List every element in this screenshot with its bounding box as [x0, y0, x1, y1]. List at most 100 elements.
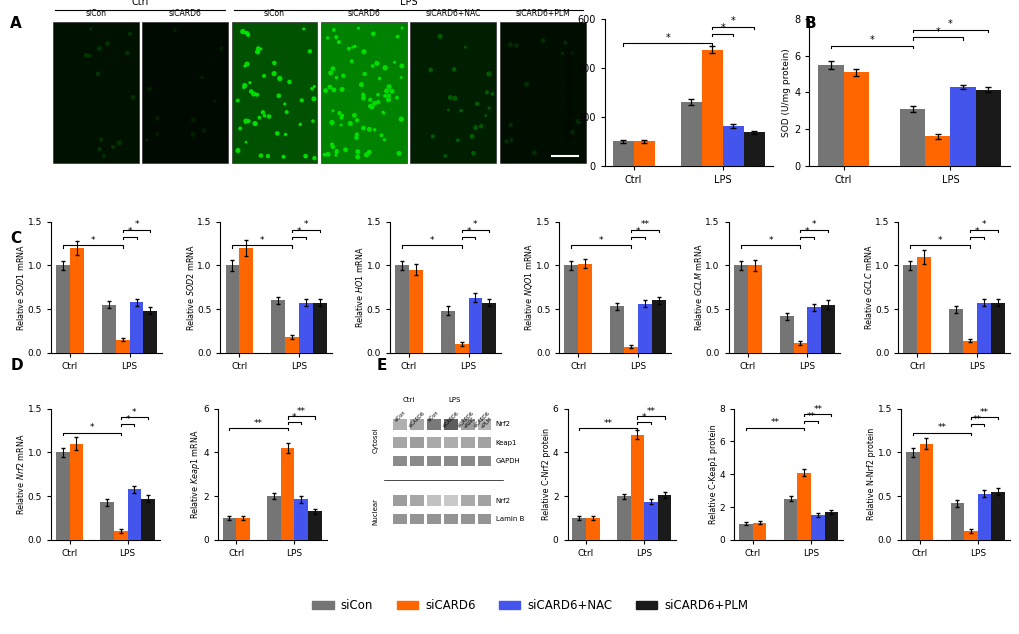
Point	[362, 94, 378, 105]
Point	[333, 84, 350, 94]
Point	[554, 48, 571, 58]
Point	[392, 72, 409, 82]
Y-axis label: Relative $\it{GCLM}$ mRNA: Relative $\it{GCLM}$ mRNA	[692, 243, 703, 331]
Point	[256, 71, 272, 81]
Point	[105, 142, 121, 152]
Bar	[477, 514, 491, 524]
Point	[358, 150, 374, 160]
Bar	[321, 22, 407, 163]
Point	[386, 57, 403, 67]
Point	[322, 68, 338, 78]
Bar	[443, 495, 458, 506]
Bar	[393, 495, 407, 506]
Bar	[637, 304, 651, 353]
Point	[357, 69, 373, 79]
Bar	[225, 265, 239, 353]
Point	[83, 24, 99, 34]
Point	[324, 117, 340, 127]
Bar	[499, 22, 585, 163]
Point	[243, 86, 259, 96]
Text: Keap1: Keap1	[495, 440, 517, 446]
Point	[184, 115, 201, 125]
Point	[350, 152, 366, 162]
Point	[237, 28, 254, 38]
Point	[480, 103, 496, 113]
Point	[328, 72, 344, 82]
Point	[368, 58, 384, 68]
Y-axis label: Relative $\it{Nrf2}$ mRNA: Relative $\it{Nrf2}$ mRNA	[15, 434, 26, 515]
Point	[331, 108, 347, 119]
Point	[253, 44, 269, 54]
Text: B: B	[804, 16, 815, 31]
Point	[452, 106, 469, 116]
Bar	[962, 340, 976, 353]
Bar	[468, 298, 482, 353]
Point	[328, 32, 344, 42]
Point	[364, 61, 380, 71]
Bar	[271, 301, 285, 353]
Point	[237, 116, 254, 126]
Point	[238, 28, 255, 38]
Point	[206, 96, 222, 107]
Point	[304, 84, 320, 94]
Point	[457, 42, 473, 53]
Bar	[564, 265, 578, 353]
Bar	[127, 489, 141, 540]
Point	[236, 81, 253, 91]
Point	[348, 133, 365, 143]
Point	[231, 124, 248, 134]
Point	[78, 50, 95, 60]
Point	[91, 43, 107, 53]
Y-axis label: Relative $\it{NQO1}$ mRNA: Relative $\it{NQO1}$ mRNA	[522, 243, 534, 331]
Point	[383, 86, 399, 96]
Point	[236, 61, 253, 71]
Bar	[633, 141, 654, 166]
Point	[248, 119, 264, 129]
Text: *: *	[767, 236, 772, 245]
Point	[306, 94, 322, 104]
Bar	[823, 512, 838, 540]
Point	[345, 110, 362, 120]
Bar	[974, 89, 1000, 166]
Bar	[294, 500, 308, 540]
Bar	[308, 512, 321, 540]
Bar	[427, 514, 440, 524]
Point	[502, 120, 519, 130]
Point	[256, 110, 272, 120]
Text: *: *	[135, 221, 139, 230]
Bar	[409, 269, 423, 353]
Bar	[69, 444, 83, 540]
Y-axis label: Relative $\it{Keap1}$ mRNA: Relative $\it{Keap1}$ mRNA	[189, 429, 202, 519]
Point	[564, 48, 580, 58]
Point	[422, 65, 438, 75]
Bar	[70, 248, 84, 353]
Point	[361, 124, 377, 134]
Text: **: **	[936, 424, 946, 432]
Text: Nuclear: Nuclear	[372, 498, 378, 524]
Text: **: **	[812, 405, 821, 414]
Point	[239, 30, 256, 40]
Bar	[477, 495, 491, 506]
Point	[441, 93, 458, 103]
Bar	[963, 531, 977, 540]
Text: siCon: siCon	[427, 410, 440, 423]
Point	[440, 105, 457, 115]
Point	[375, 108, 391, 118]
Point	[247, 119, 263, 129]
Bar	[797, 472, 810, 540]
Bar	[410, 22, 495, 163]
Point	[469, 99, 485, 109]
Point	[320, 149, 336, 159]
Bar	[299, 303, 313, 353]
Point	[378, 86, 394, 96]
Text: Nrf2: Nrf2	[495, 422, 511, 427]
Point	[260, 151, 276, 161]
Bar	[900, 109, 924, 166]
Y-axis label: Relative N-Nrf2 protein: Relative N-Nrf2 protein	[866, 428, 875, 521]
Point	[371, 74, 387, 84]
Point	[501, 39, 518, 49]
Bar	[393, 437, 407, 448]
Text: *: *	[719, 23, 725, 33]
Text: siCARD6
+PLM: siCARD6 +PLM	[473, 410, 495, 432]
Bar	[747, 265, 761, 353]
